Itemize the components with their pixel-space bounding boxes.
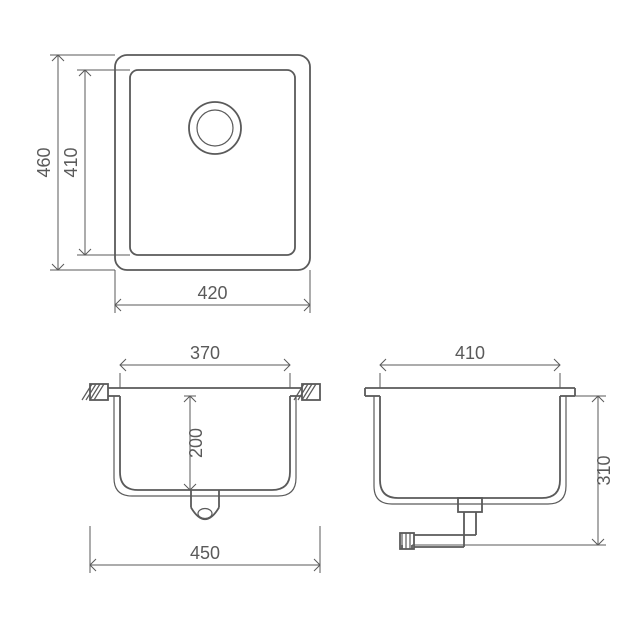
- svg-text:450: 450: [190, 543, 220, 563]
- svg-text:410: 410: [455, 343, 485, 363]
- svg-text:420: 420: [197, 283, 227, 303]
- svg-text:200: 200: [186, 428, 206, 458]
- svg-text:460: 460: [34, 147, 54, 177]
- svg-text:370: 370: [190, 343, 220, 363]
- svg-text:310: 310: [594, 455, 614, 485]
- svg-text:410: 410: [61, 147, 81, 177]
